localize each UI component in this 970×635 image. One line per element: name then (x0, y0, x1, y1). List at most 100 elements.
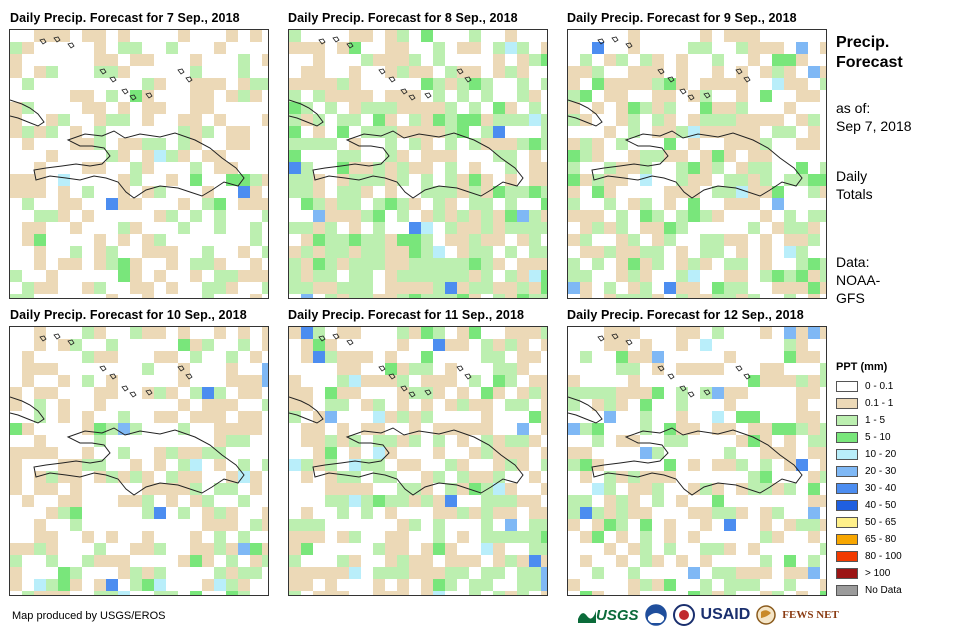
precip-cell (541, 42, 547, 54)
precip-cell (289, 42, 301, 54)
precip-cell (397, 162, 409, 174)
precip-cell (592, 423, 604, 435)
precip-cell (808, 174, 820, 186)
precip-cell (397, 246, 409, 258)
precip-cell (580, 507, 592, 519)
precip-cell (592, 258, 604, 270)
precip-cell (154, 387, 166, 399)
precip-cell (190, 411, 202, 423)
precip-map-4 (9, 326, 269, 596)
precip-cell (433, 375, 445, 387)
precip-cell (409, 519, 421, 531)
precip-cell (385, 447, 397, 459)
precip-cell (541, 591, 547, 595)
precip-cell (469, 138, 481, 150)
precip-cell (541, 294, 547, 298)
precip-cell (214, 270, 226, 282)
precip-cell (604, 399, 616, 411)
precip-cell (325, 459, 337, 471)
precip-cell (469, 222, 481, 234)
precip-cell (676, 174, 688, 186)
precip-cell (154, 78, 166, 90)
precip-cell (106, 54, 118, 66)
precip-cell (178, 507, 190, 519)
precip-cell (628, 102, 640, 114)
precip-cell (289, 150, 301, 162)
precip-cell (313, 138, 325, 150)
precip-cell (421, 363, 433, 375)
precip-cell (784, 102, 796, 114)
precip-cell (349, 327, 361, 339)
precip-cell (397, 294, 409, 298)
precip-cell (541, 531, 547, 543)
precip-cell (580, 210, 592, 222)
precip-cell (748, 222, 760, 234)
precip-cell (724, 459, 736, 471)
precip-cell (421, 30, 433, 42)
precip-cell (373, 102, 385, 114)
precip-cell (94, 399, 106, 411)
precip-cell (34, 246, 46, 258)
precip-cell (541, 270, 547, 282)
precip-cell (337, 507, 349, 519)
precip-cell (724, 114, 736, 126)
legend-item: 65 - 80 (836, 531, 902, 548)
precip-cell (70, 246, 82, 258)
precip-cell (325, 339, 337, 351)
precip-cell (58, 411, 70, 423)
precip-cell (592, 102, 604, 114)
islet-coastline (611, 333, 619, 340)
precip-cell (409, 387, 421, 399)
precip-cell (700, 294, 712, 298)
precip-cell (517, 222, 529, 234)
precip-cell (313, 78, 325, 90)
precip-cell (724, 234, 736, 246)
precip-cell (385, 246, 397, 258)
precip-cell (616, 138, 628, 150)
precip-map-6 (567, 326, 827, 596)
precip-cell (10, 42, 22, 54)
precip-cell (712, 567, 724, 579)
precip-cell (541, 423, 547, 435)
precip-cell (700, 150, 712, 162)
precip-cell (106, 339, 118, 351)
precip-cell (616, 387, 628, 399)
precip-cell (142, 114, 154, 126)
precip-cell (70, 258, 82, 270)
precip-cell (529, 327, 541, 339)
precip-cell (301, 567, 313, 579)
legend-label: 80 - 100 (865, 551, 902, 562)
precip-cell (517, 54, 529, 66)
precip-cell (178, 198, 190, 210)
precip-cell (628, 507, 640, 519)
precip-cell (361, 282, 373, 294)
islet-coastline (346, 42, 354, 49)
precip-cell (493, 507, 505, 519)
precip-cell (712, 186, 724, 198)
precip-cell (628, 363, 640, 375)
precip-cell (820, 42, 826, 54)
precip-cell (421, 294, 433, 298)
precip-cell (82, 411, 94, 423)
precip-cell (190, 591, 202, 595)
precip-cell (457, 294, 469, 298)
precip-cell (433, 258, 445, 270)
precip-cell (421, 174, 433, 186)
precip-cell (580, 66, 592, 78)
precip-cell (748, 423, 760, 435)
precip-cell (154, 186, 166, 198)
precip-cell (640, 387, 652, 399)
precip-cell (772, 42, 784, 54)
precip-cell (94, 543, 106, 555)
precip-cell (154, 507, 166, 519)
precip-cell (808, 222, 820, 234)
precip-cell (226, 162, 238, 174)
precip-cell (385, 66, 397, 78)
precip-cell (409, 435, 421, 447)
legend-item: 0.1 - 1 (836, 395, 902, 412)
precip-cell (748, 186, 760, 198)
precip-cell (481, 222, 493, 234)
precip-cell (349, 282, 361, 294)
precip-cell (700, 78, 712, 90)
precip-cell (616, 114, 628, 126)
